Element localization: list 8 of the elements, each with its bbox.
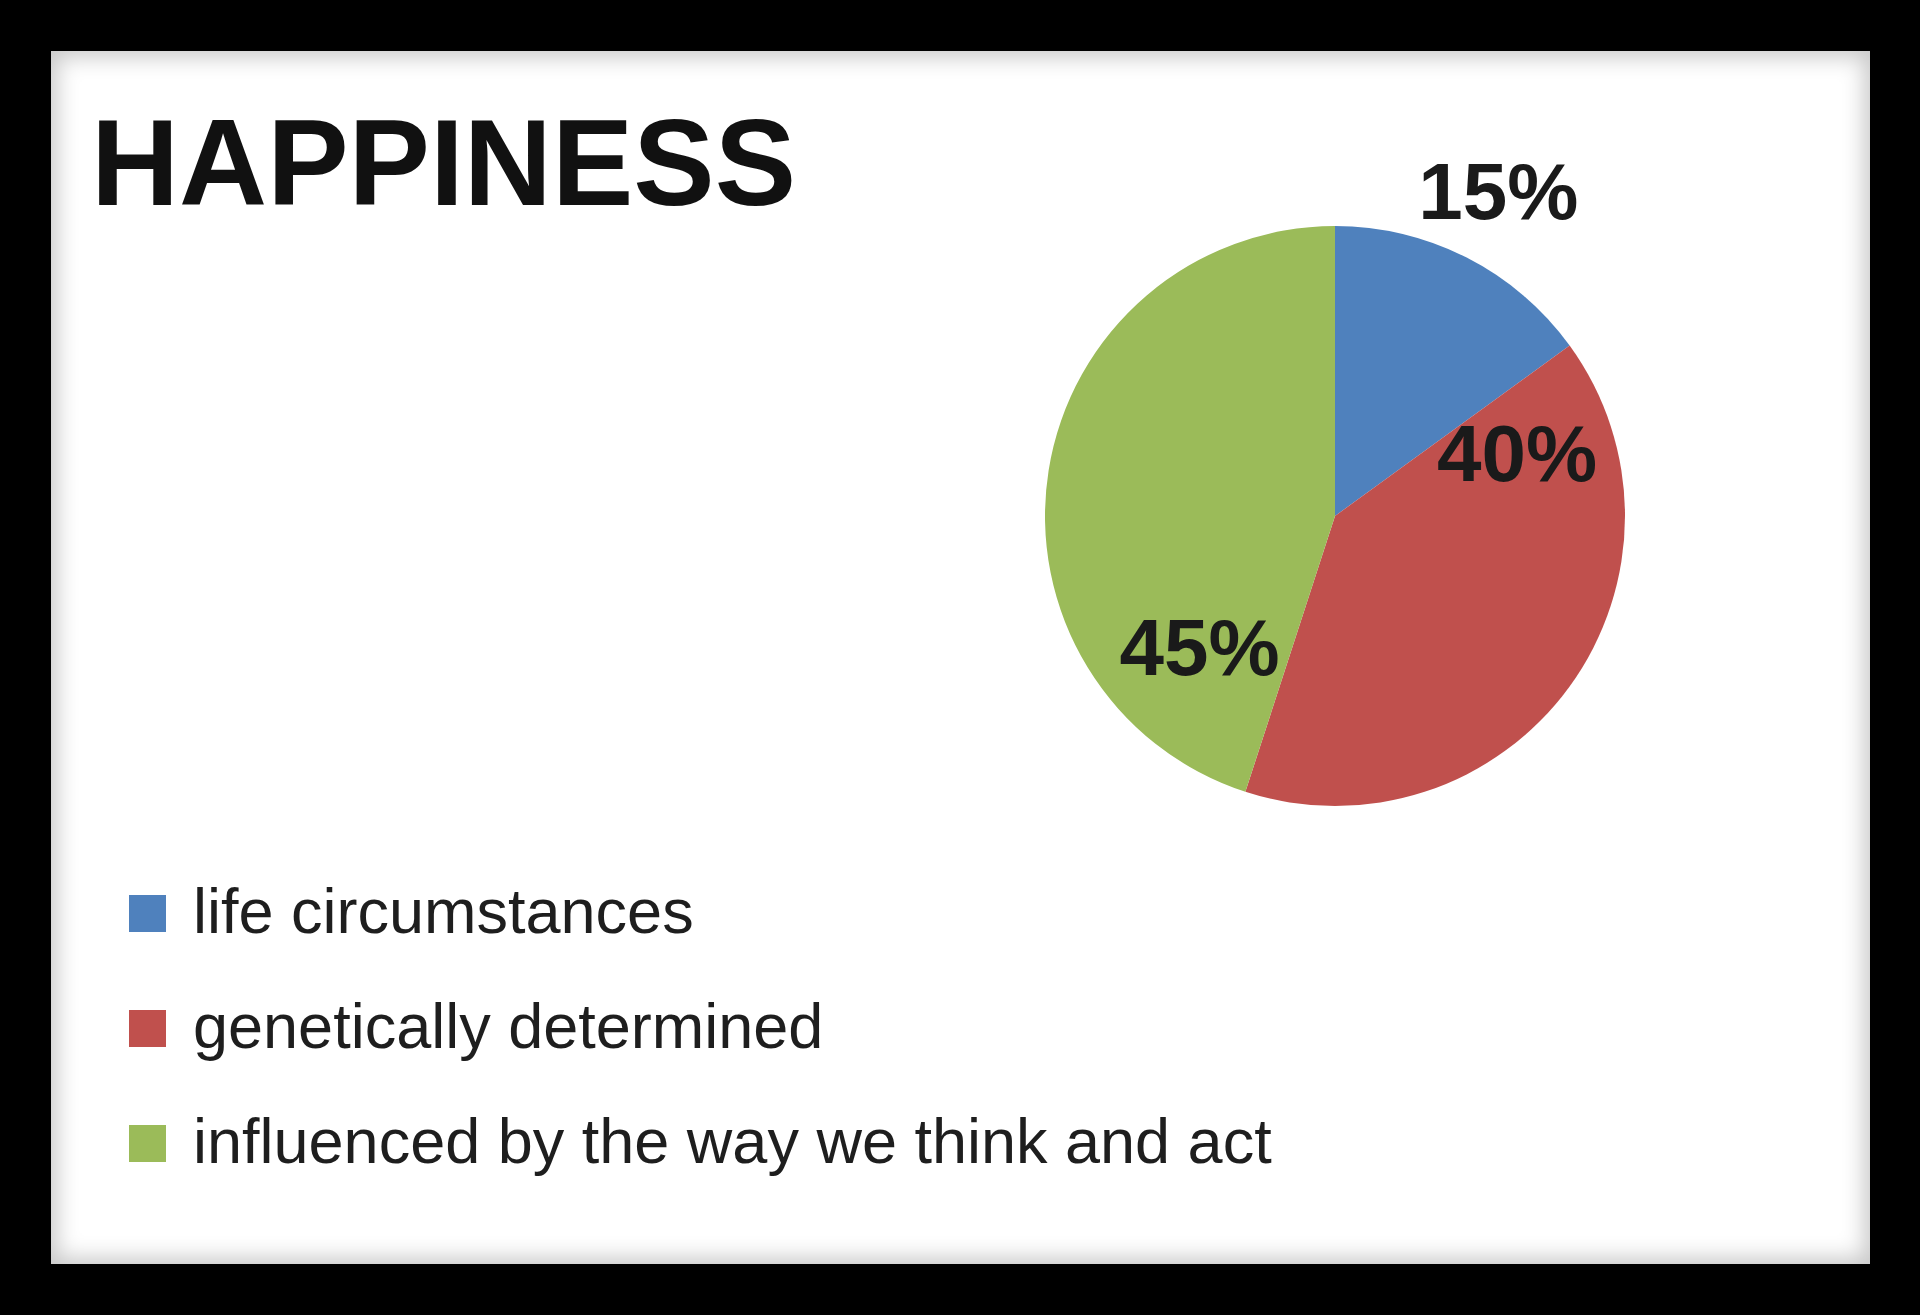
pie-slice xyxy=(1045,226,1335,792)
legend-label: life circumstances xyxy=(193,875,694,946)
chart-title: HAPPINESS xyxy=(91,95,797,232)
data-label: 15% xyxy=(1418,147,1579,237)
data-label: 45% xyxy=(1119,603,1280,693)
legend-label: influenced by the way we think and act xyxy=(193,1105,1273,1176)
legend-label: genetically determined xyxy=(193,990,824,1061)
data-label: 40% xyxy=(1436,408,1598,498)
